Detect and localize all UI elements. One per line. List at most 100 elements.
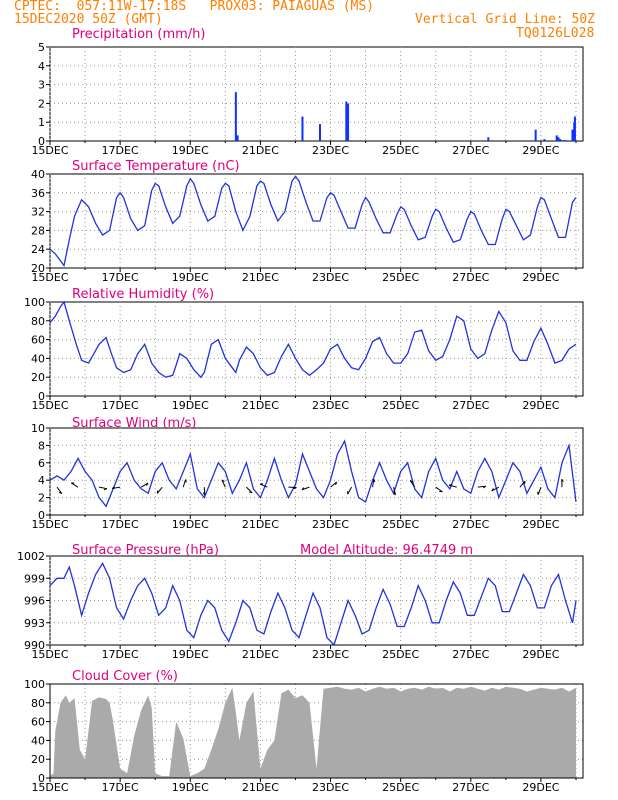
- wind-arrow-head: [249, 491, 253, 494]
- rh-xtick-label: 15DEC: [31, 399, 68, 412]
- pres-xtick-label: 27DEC: [452, 648, 489, 661]
- temp-xtick-label: 29DEC: [522, 271, 559, 284]
- cloud-ytick-label: 0: [38, 772, 45, 785]
- cloud-xtick-label: 25DEC: [382, 781, 419, 794]
- temp-xtick-label: 23DEC: [312, 271, 349, 284]
- wind-arrow-head: [221, 479, 225, 483]
- wind-arrow-head: [491, 488, 494, 492]
- rh-panel: [46, 300, 584, 400]
- precip-bar: [557, 137, 560, 141]
- rh-ytick-label: 100: [24, 296, 45, 309]
- pres-ytick-label: 993: [24, 617, 45, 630]
- cloud-xtick-label: 29DEC: [522, 781, 559, 794]
- wind-arrow: [246, 486, 253, 494]
- rh-ytick-label: 60: [31, 334, 45, 347]
- wind-arrow: [491, 486, 500, 492]
- pres-series-line: [49, 562, 577, 647]
- rh-series-line: [49, 300, 577, 379]
- precip-ytick-label: 3: [38, 79, 45, 92]
- wind-xtick-label: 23DEC: [312, 518, 349, 531]
- rh-title: Relative Humidity (%): [72, 287, 214, 302]
- cloud-xtick-label: 23DEC: [312, 781, 349, 794]
- rh-xtick-label: 19DEC: [172, 399, 209, 412]
- wind-arrow: [203, 487, 206, 496]
- precip-xtick-label: 25DEC: [382, 144, 419, 157]
- wind-arrow-head: [483, 485, 487, 489]
- wind-arrow: [448, 484, 457, 488]
- precip-xtick-label: 27DEC: [452, 144, 489, 157]
- cloud-xtick-label: 19DEC: [172, 781, 209, 794]
- wind-arrow: [347, 486, 353, 495]
- pres-ytick-label: 996: [24, 595, 45, 608]
- pres-xtick-label: 17DEC: [102, 648, 139, 661]
- wind-arrow-head: [58, 491, 63, 495]
- wind-arrow-head: [373, 479, 376, 483]
- wind-arrow-head: [185, 479, 187, 483]
- precip-bar: [543, 139, 546, 141]
- rh-xtick-label: 25DEC: [382, 399, 419, 412]
- cloud-ytick-label: 100: [24, 678, 45, 691]
- header-vgrid: Vertical Grid Line: 50Z: [415, 12, 596, 27]
- wind-arrow: [330, 481, 337, 488]
- cloud-xtick-label: 17DEC: [102, 781, 139, 794]
- wind-ytick-label: 10: [31, 422, 45, 435]
- temp-ytick-label: 36: [31, 187, 45, 200]
- wind-ytick-label: 4: [38, 474, 45, 487]
- rh-xtick-label: 17DEC: [102, 399, 139, 412]
- temp-title: Surface Temperature (nC): [72, 159, 240, 174]
- precip-xtick-label: 21DEC: [242, 144, 279, 157]
- precip-bar: [534, 129, 537, 141]
- wind-arrow: [140, 482, 149, 488]
- precip-ytick-label: 4: [38, 60, 45, 73]
- precip-bar: [234, 92, 237, 141]
- pres-xtick-label: 25DEC: [382, 648, 419, 661]
- wind-arrow: [409, 480, 416, 488]
- pres-xtick-label: 15DEC: [31, 648, 68, 661]
- precip-panel: [46, 46, 584, 145]
- precip-ytick-label: 5: [38, 41, 45, 54]
- wind-arrow: [259, 483, 268, 488]
- wind-arrow: [435, 486, 443, 493]
- wind-arrow-head: [293, 486, 297, 490]
- wind-arrow-head: [301, 487, 305, 491]
- wind-title: Surface Wind (m/s): [72, 416, 196, 431]
- wind-arrow-head: [146, 482, 149, 486]
- pres-xtick-label: 23DEC: [312, 648, 349, 661]
- wind-arrow-head: [202, 492, 206, 496]
- pres-xtick-label: 29DEC: [522, 648, 559, 661]
- cloud-frame-overlay: [49, 683, 584, 779]
- wind-arrow-head: [393, 492, 396, 496]
- precip-xtick-label: 23DEC: [312, 144, 349, 157]
- model-altitude: Model Altitude: 96.4749 m: [300, 543, 473, 558]
- header-code: TQ0126L028: [516, 26, 595, 41]
- temp-xtick-label: 19DEC: [172, 271, 209, 284]
- rh-ytick-label: 40: [31, 352, 45, 365]
- precip-bar: [573, 116, 576, 141]
- cloud-ytick-label: 80: [31, 697, 45, 710]
- wind-arrow: [221, 479, 226, 488]
- rh-ytick-label: 80: [31, 315, 45, 328]
- temp-ytick-label: 24: [31, 243, 45, 256]
- wind-ytick-label: 2: [38, 492, 45, 505]
- wind-ytick-label: 6: [38, 457, 45, 470]
- wind-arrow: [301, 486, 310, 491]
- precip-bar: [555, 135, 558, 141]
- precip-xtick-label: 17DEC: [102, 144, 139, 157]
- precip-title: Precipitation (mm/h): [72, 27, 205, 42]
- temp-xtick-label: 25DEC: [382, 271, 419, 284]
- pres-ytick-label: 990: [24, 639, 45, 652]
- wind-arrow: [56, 486, 63, 494]
- rh-xtick-label: 27DEC: [452, 399, 489, 412]
- header-line1: CPTEC: 057:11W-17:18S PROX03: PAIAGUAS (…: [14, 0, 375, 14]
- wind-arrow-head: [561, 478, 564, 483]
- wind-panel: [46, 427, 584, 519]
- temp-xtick-label: 15DEC: [31, 271, 68, 284]
- precip-bar: [561, 140, 564, 141]
- cloud-panel: [46, 683, 584, 782]
- temp-panel: [46, 173, 584, 272]
- rh-frame: [49, 301, 584, 397]
- precip-xtick-label: 19DEC: [172, 144, 209, 157]
- cloud-xtick-label: 21DEC: [242, 781, 279, 794]
- wind-arrow: [477, 485, 486, 488]
